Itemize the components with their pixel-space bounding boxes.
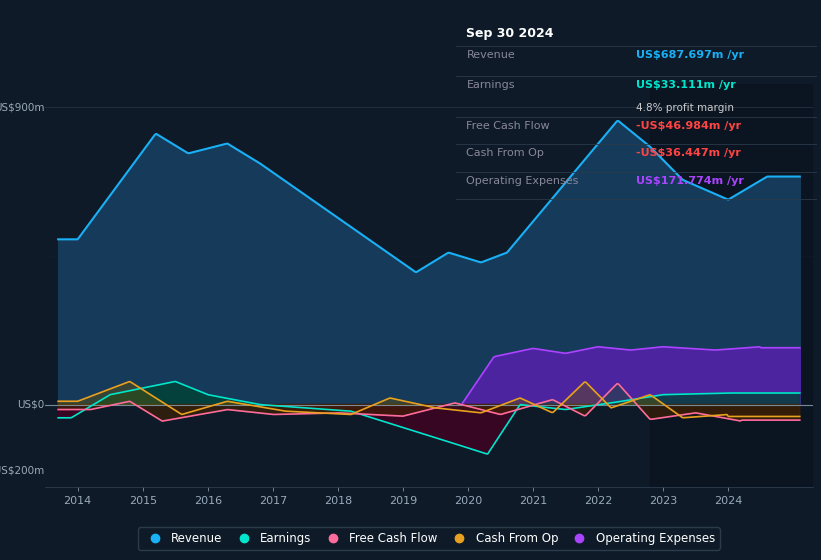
Text: -US$200m: -US$200m [0,466,44,475]
Text: Sep 30 2024: Sep 30 2024 [466,27,554,40]
Text: -US$46.984m /yr: -US$46.984m /yr [636,121,741,130]
Text: US$900m: US$900m [0,102,44,112]
Legend: Revenue, Earnings, Free Cash Flow, Cash From Op, Operating Expenses: Revenue, Earnings, Free Cash Flow, Cash … [138,528,720,550]
Text: Cash From Op: Cash From Op [466,148,544,158]
Text: US$0: US$0 [17,400,44,409]
Bar [650,84,813,487]
Text: US$171.774m /yr: US$171.774m /yr [636,176,744,185]
Text: Revenue: Revenue [466,50,516,60]
Text: Earnings: Earnings [466,80,515,90]
Text: -US$36.447m /yr: -US$36.447m /yr [636,148,741,158]
Text: 4.8% profit margin: 4.8% profit margin [636,103,734,113]
Text: Operating Expenses: Operating Expenses [466,176,579,185]
Text: Free Cash Flow: Free Cash Flow [466,121,550,130]
Text: US$687.697m /yr: US$687.697m /yr [636,50,745,60]
Text: US$33.111m /yr: US$33.111m /yr [636,80,736,90]
